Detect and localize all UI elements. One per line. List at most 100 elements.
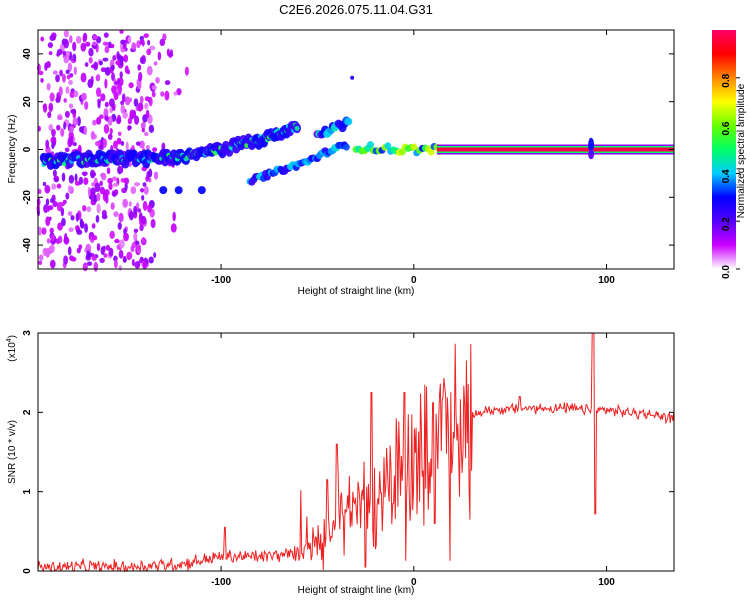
noise-blob [44,184,51,194]
noise-blob [38,260,43,266]
y-tick-label: 1 [22,488,33,494]
noise-blob [164,90,170,101]
noise-blob [121,93,126,103]
noise-blob [113,211,119,217]
y-tick-label: 2 [22,409,33,415]
noise-blob [96,73,100,80]
noise-blob [88,47,94,57]
noise-blob [135,141,141,146]
noise-blob [48,102,54,112]
noise-blob [104,78,108,89]
spike-blob [588,149,595,160]
noise-blob [112,176,118,182]
noise-blob [92,35,99,40]
noise-blob [52,201,58,208]
noise-blob [142,182,147,187]
noise-blob [131,42,137,51]
noise-blob [89,169,96,179]
noise-blob [86,261,93,266]
noise-blob [144,102,149,110]
noise-blob [63,56,69,64]
noise-blob [160,91,165,97]
noise-blob [84,101,89,110]
noise-blob [69,135,74,146]
noise-blob [83,125,88,136]
noise-blob [127,125,131,131]
upper-branch-blob [344,117,353,126]
noise-blob [134,115,140,125]
noise-blob [152,147,158,152]
scatter-low-blob [197,186,206,195]
noise-blob [80,42,87,52]
noise-blob [114,81,119,86]
noise-blob [96,243,101,252]
noise-blob [67,185,72,193]
noise-blob [123,257,127,263]
noise-blob [92,41,97,47]
noise-blob [148,124,155,134]
noise-blob [128,97,133,103]
noise-blob [104,45,110,54]
noise-blob [40,36,45,42]
noise-blob [100,93,106,102]
noise-blob [66,74,71,80]
main-trace-core [294,125,300,131]
noise-blob [151,91,156,98]
colorbar-ticks: 0.0 0.2 0.4 0.6 0.8 [721,73,740,279]
noise-blob [102,138,107,148]
snr-multiplier-base: (x10 [7,342,18,362]
colorbar-label: Normalized spectral amplitude [736,83,747,218]
noise-blob [184,66,189,76]
snr-plot: -100 0 100 0 1 2 3 Height of straight line (km… [6,330,675,596]
colorbar-tick-label: 0.8 [721,73,732,87]
noise-blob [119,71,123,79]
noise-blob [139,35,145,41]
noise-blob [87,186,91,197]
x-tick-label: -100 [211,577,231,588]
noise-blob [52,70,58,75]
noise-blob [51,142,55,150]
noise-blob [113,259,118,269]
noise-blob [61,73,66,83]
noise-blob [101,209,107,217]
noise-blob [47,205,54,211]
snr-multiplier: (x104) [6,335,18,362]
noise-blob [93,61,99,71]
x-tick-label: 0 [411,275,417,286]
noise-blob [96,203,101,214]
snr-axes: -100 0 100 0 1 2 3 [22,330,674,588]
noise-blob [87,78,94,89]
noise-blob [119,29,124,34]
noise-blob [99,114,104,120]
noise-blob [128,210,134,221]
noise-blob [86,206,92,213]
noise-blob [111,85,117,94]
noise-blob [138,71,143,82]
noise-blob [103,108,109,118]
noise-blob [93,133,97,140]
noise-blob [137,64,142,71]
noise-blob [61,217,66,227]
noise-blob [46,83,51,91]
flat-segment-blob [384,142,392,150]
noise-blob [40,77,44,83]
noise-blob [133,232,138,242]
noise-blob [117,131,122,137]
noise-blob [164,80,171,86]
colorbar-tick-label: 0.0 [721,265,732,279]
noise-blob [69,35,73,44]
flat-band-core [436,147,674,152]
noise-blob [120,166,124,174]
noise-blob [116,117,122,125]
noise-blob [91,235,98,241]
noise-blob [128,82,134,89]
noise-blob [64,110,70,118]
noise-blob [82,171,87,177]
noise-blob [72,117,78,126]
noise-blob [68,227,74,233]
noise-blob [130,186,137,195]
noise-blob [99,257,105,264]
noise-blob [63,39,69,49]
noise-blob [91,223,96,229]
noise-blob [153,171,159,180]
